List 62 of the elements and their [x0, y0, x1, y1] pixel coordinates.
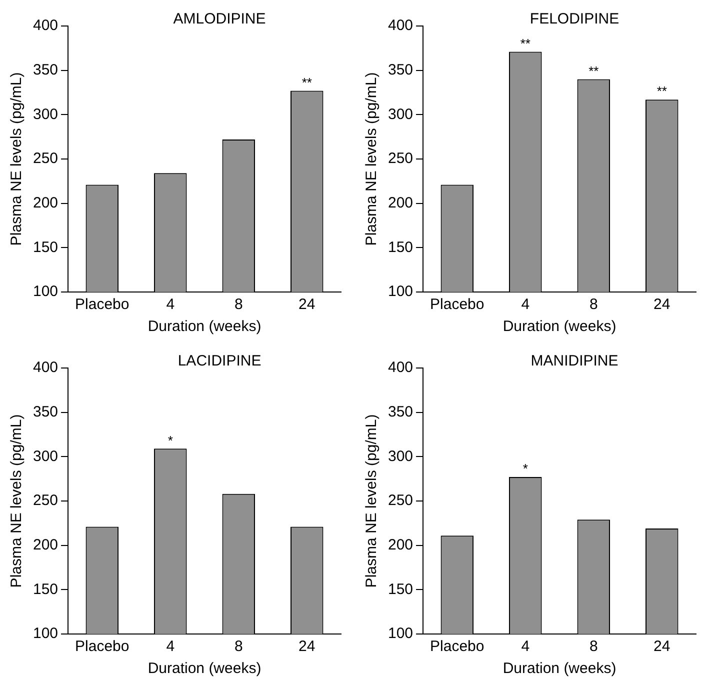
chart-title: LACIDIPINE [178, 352, 262, 370]
y-tick-label: 350 [388, 403, 414, 420]
x-axis-title: Duration (weeks) [502, 660, 616, 678]
annotation: * [522, 461, 528, 476]
x-axis-title: Duration (weeks) [148, 318, 262, 336]
y-tick-label: 250 [388, 492, 414, 510]
x-tick-label: Placebo [430, 296, 484, 314]
y-tick-label: 400 [32, 17, 58, 34]
y-tick-label: 250 [32, 150, 58, 168]
x-tick-label: 8 [589, 638, 598, 656]
y-tick-label: 300 [32, 106, 58, 123]
y-tick-label: 400 [388, 359, 414, 376]
x-tick-label: 24 [654, 296, 670, 314]
y-axis-title: Plasma NE levels (pg/mL) [363, 72, 380, 246]
y-tick-label: 250 [32, 492, 58, 510]
annotation: ** [656, 84, 667, 99]
y-tick-label: 100 [32, 283, 58, 300]
x-tick-label: 4 [521, 296, 530, 314]
x-tick-label: 8 [234, 296, 243, 314]
y-tick-label: 250 [388, 150, 414, 168]
x-tick-label: 24 [298, 638, 316, 656]
y-tick-label: 100 [388, 625, 414, 642]
x-tick-label: 8 [589, 296, 598, 314]
x-tick-label: 4 [166, 296, 175, 314]
y-tick-label: 300 [388, 448, 414, 465]
y-tick-label: 400 [32, 359, 58, 376]
y-tick-label: 200 [32, 194, 58, 212]
y-tick-label: 150 [32, 580, 58, 598]
y-tick-label: 200 [388, 536, 414, 554]
y-tick-label: 200 [32, 536, 58, 554]
y-tick-label: 400 [388, 17, 414, 34]
x-tick-label: 8 [234, 638, 243, 656]
y-tick-label: 100 [32, 625, 58, 642]
annotation: ** [588, 63, 599, 78]
x-tick-label: Placebo [430, 638, 484, 656]
x-tick-label: Placebo [75, 296, 130, 314]
x-axis-title: Duration (weeks) [502, 318, 616, 336]
chart-title: MANIDIPINE [530, 352, 618, 370]
y-tick-label: 300 [32, 448, 58, 465]
y-tick-label: 150 [388, 238, 414, 256]
chart-title: FELODIPINE [530, 10, 620, 28]
y-tick-label: 350 [32, 61, 58, 78]
x-tick-label: 24 [298, 296, 316, 314]
annotation: ** [302, 74, 312, 90]
x-axis-title: Duration (weeks) [148, 660, 262, 678]
y-tick-label: 350 [32, 403, 58, 420]
y-axis-title: Plasma NE levels (pg/mL) [8, 414, 26, 588]
y-tick-label: 300 [388, 106, 414, 123]
y-tick-label: 350 [388, 61, 414, 78]
x-tick-label: 4 [521, 638, 530, 656]
y-tick-label: 200 [388, 194, 414, 212]
y-axis-title: Plasma NE levels (pg/mL) [363, 414, 380, 588]
x-tick-label: 4 [166, 638, 175, 656]
x-tick-label: 24 [654, 638, 670, 656]
annotation: ** [520, 36, 530, 51]
x-tick-label: Placebo [75, 638, 130, 656]
annotation: * [168, 432, 173, 448]
y-tick-label: 150 [32, 238, 58, 256]
y-tick-label: 100 [388, 283, 414, 300]
chart-title: AMLODIPINE [173, 10, 266, 28]
y-tick-label: 150 [388, 580, 414, 598]
y-axis-title: Plasma NE levels (pg/mL) [8, 72, 26, 246]
